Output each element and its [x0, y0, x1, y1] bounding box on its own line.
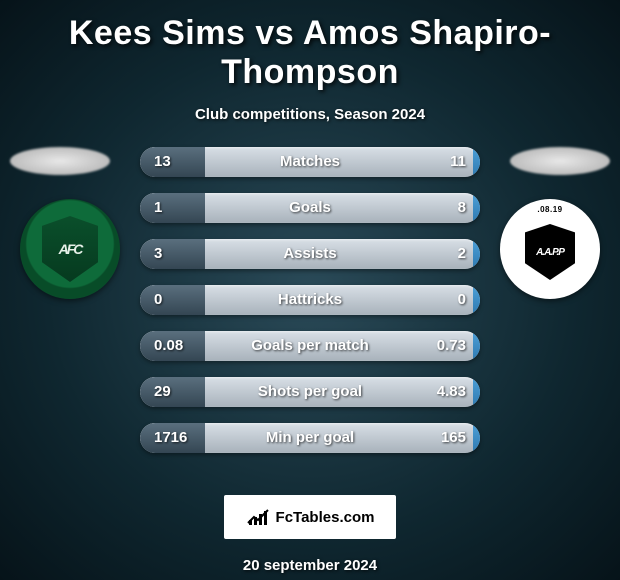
- stat-row: 13Matches11: [140, 147, 480, 177]
- comparison-card: Kees Sims vs Amos Shapiro-Thompson Club …: [0, 0, 620, 580]
- stat-value-right: 0.73: [437, 331, 466, 361]
- stat-value-right: 11: [450, 147, 466, 177]
- stat-value-right: 0: [458, 285, 466, 315]
- right-flag-placeholder: [510, 147, 610, 175]
- stat-value-right: 2: [458, 239, 466, 269]
- stat-label: Matches: [140, 147, 480, 177]
- stat-row: 1Goals8: [140, 193, 480, 223]
- subtitle: Club competitions, Season 2024: [0, 106, 620, 123]
- stat-label: Assists: [140, 239, 480, 269]
- right-team-initials: A.A.P.P: [525, 224, 575, 280]
- stat-value-right: 8: [458, 193, 466, 223]
- left-team-crest: AFC: [20, 199, 120, 299]
- right-team-crest: .08.19 A.A.P.P: [500, 199, 600, 299]
- footer-date: 20 september 2024: [0, 557, 620, 574]
- stat-value-right: 165: [441, 423, 466, 453]
- stat-row: 0.08Goals per match0.73: [140, 331, 480, 361]
- brand-text: FcTables.com: [276, 509, 375, 526]
- content: AFC .08.19 A.A.P.P 13Matches11 1Goals8 3As…: [0, 147, 620, 477]
- stat-label: Goals: [140, 193, 480, 223]
- stat-label: Min per goal: [140, 423, 480, 453]
- stat-label: Shots per goal: [140, 377, 480, 407]
- stat-row: 0Hattricks0: [140, 285, 480, 315]
- right-team-arc-text: .08.19: [507, 205, 593, 214]
- left-flag-placeholder: [10, 147, 110, 175]
- title: Kees Sims vs Amos Shapiro-Thompson: [0, 14, 620, 92]
- stat-row: 3Assists2: [140, 239, 480, 269]
- chart-icon: [246, 507, 270, 527]
- stat-row: 1716Min per goal165: [140, 423, 480, 453]
- left-team-initials: AFC: [42, 216, 98, 282]
- stats-list: 13Matches11 1Goals8 3Assists2 0Hattricks0 0.…: [140, 147, 480, 469]
- stat-label: Goals per match: [140, 331, 480, 361]
- brand-box: FcTables.com: [224, 495, 396, 539]
- stat-label: Hattricks: [140, 285, 480, 315]
- stat-value-right: 4.83: [437, 377, 466, 407]
- stat-row: 29Shots per goal4.83: [140, 377, 480, 407]
